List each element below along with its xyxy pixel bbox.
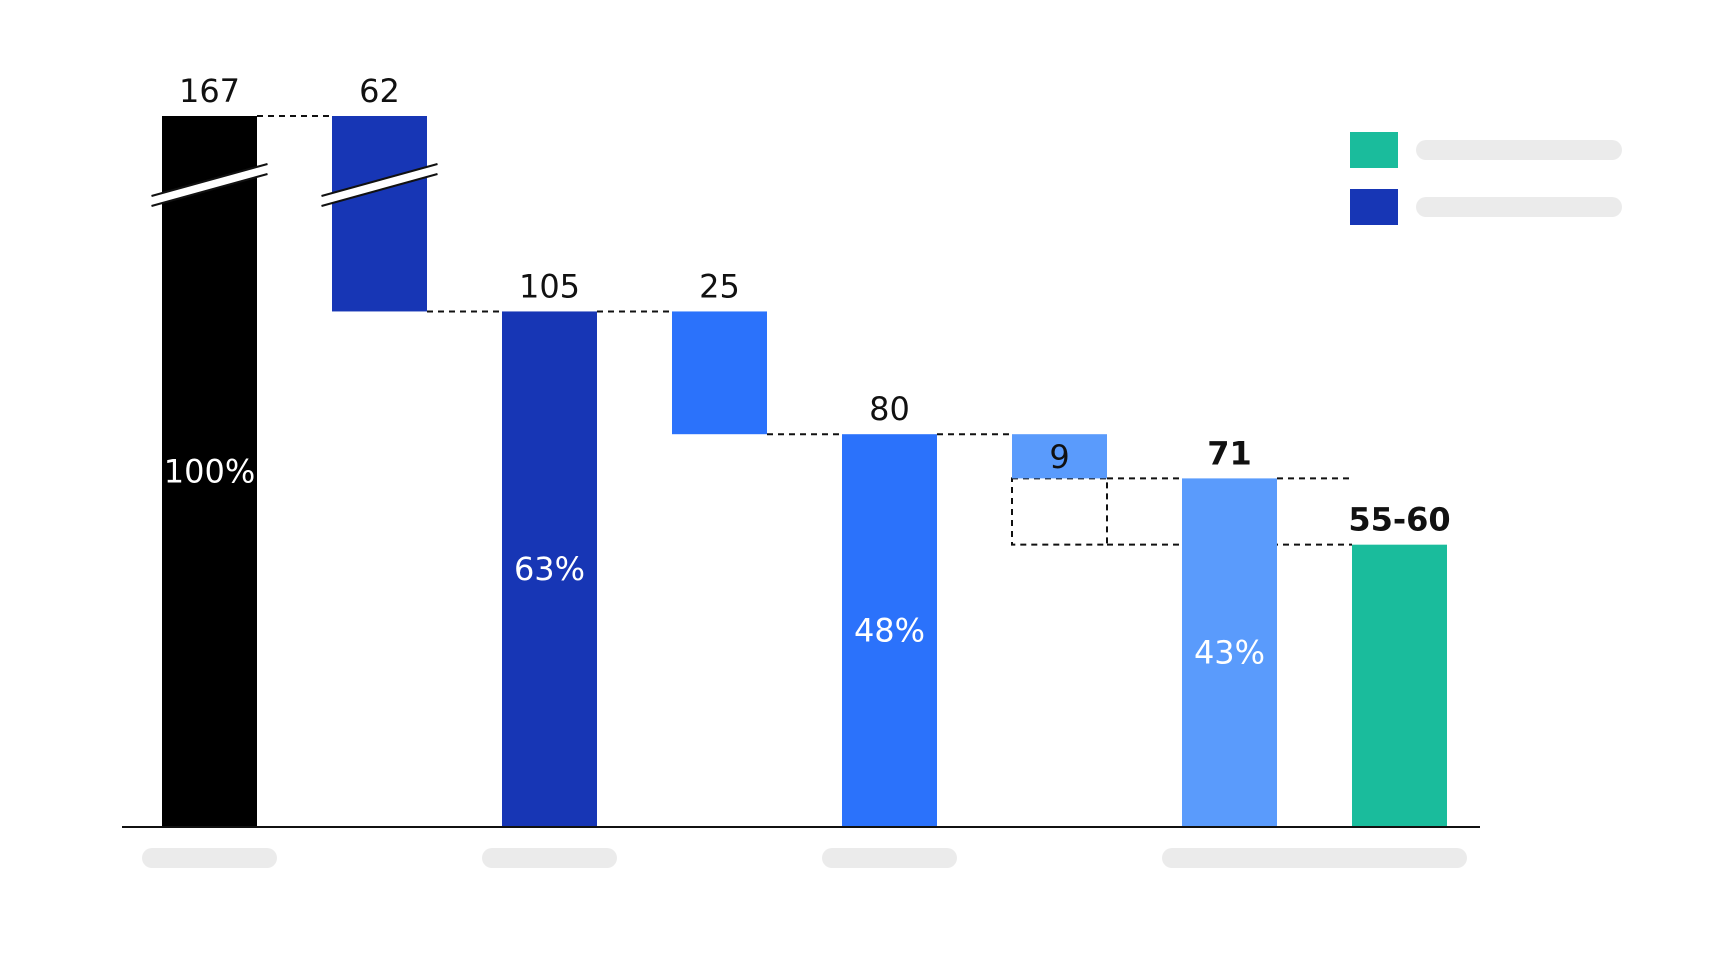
break-line [151,173,268,207]
legend [1350,132,1622,225]
percent-label-2: 63% [514,550,585,588]
bar-3 [672,311,767,435]
category-label-placeholder-2 [822,848,957,868]
bar-5 [1012,434,1107,479]
category-label-placeholder-0 [142,848,277,868]
legend-swatch-1 [1350,189,1398,225]
value-labels: 167 100% 62 105 63% 25 80 48% 9 71 43% 55-60 [164,72,1451,672]
bar-1 [332,116,427,312]
break-line [321,173,438,207]
percent-label-0: 100% [164,453,255,491]
break-mark-1 [321,163,438,207]
value-label-7: 55-60 [1348,501,1450,539]
value-label-1: 62 [359,72,400,110]
bar-4 [842,434,937,827]
percent-label-6: 43% [1194,634,1265,672]
value-label-6: 71 [1207,434,1252,472]
break-mark-0 [151,163,268,207]
value-label-2: 105 [519,267,580,305]
break-gap [151,164,268,206]
bar-7 [1352,544,1447,827]
category-label-placeholder-1 [482,848,617,868]
break-gap [321,164,438,206]
legend-label-placeholder-0 [1416,140,1622,160]
axis-break-marks [151,163,438,207]
bar-2 [502,311,597,827]
break-line [321,163,438,197]
legend-label-placeholder-1 [1416,197,1622,217]
value-label-0: 167 [179,72,240,110]
legend-swatch-0 [1350,132,1398,168]
value-label-4: 80 [869,390,910,428]
value-label-5: 9 [1049,438,1069,476]
percent-label-4: 48% [854,612,925,650]
break-line [151,163,268,197]
category-label-placeholders [142,848,1467,868]
bar-6 [1182,478,1277,827]
category-label-placeholder-3 [1162,848,1467,868]
bar-0 [162,116,257,827]
bars-group [162,116,1447,827]
value-label-3: 25 [699,267,740,305]
uncertainty-box [1011,477,1108,546]
